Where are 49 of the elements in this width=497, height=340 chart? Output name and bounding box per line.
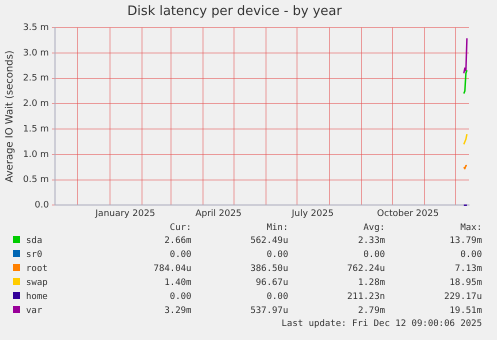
x-tick-label: October 2025: [377, 208, 439, 219]
text: Cur:: [168, 222, 192, 234]
y-tick-label: 1.5 m: [22, 124, 49, 134]
y-tick-label: 3.0 m: [22, 48, 49, 58]
legend-label: root: [25, 263, 49, 276]
text: 762.24u: [346, 263, 386, 276]
text: 0.00: [266, 249, 290, 262]
text: 3.29m: [163, 305, 192, 318]
text: 1.40m: [163, 277, 192, 290]
text: 2.33m: [356, 235, 386, 248]
text: 1.28m: [356, 277, 386, 290]
y-tick-label: 0.0: [34, 200, 50, 211]
legend-label: var: [25, 305, 44, 318]
text: 0.00: [168, 291, 192, 304]
y-tick-label: 1.0 m: [22, 150, 49, 160]
text: Avg:: [362, 222, 386, 234]
text: 0.00: [168, 249, 192, 262]
text: 2.66m: [163, 235, 192, 248]
y-tick-label: 2.5 m: [22, 74, 49, 84]
text: 229.17u: [443, 291, 483, 304]
text: 386.50u: [249, 263, 290, 276]
y-tick-label: 3.5 m: [22, 22, 49, 33]
text: 2.79m: [356, 305, 386, 318]
text: 7.13m: [454, 263, 483, 276]
text: 562.49u: [249, 235, 290, 248]
legend-label: sr0: [25, 249, 44, 262]
text: 96.67u: [254, 277, 290, 290]
text: Min:: [266, 222, 290, 234]
legend-label: home: [25, 291, 49, 304]
x-tick-label: January 2025: [94, 208, 156, 219]
text: 784.04u: [152, 263, 192, 276]
x-tick-label: July 2025: [290, 208, 334, 219]
text: 18.95m: [448, 277, 483, 290]
text: 19.51m: [448, 305, 483, 318]
y-axis-title: Average IO Wait (seconds): [4, 50, 16, 182]
y-tick-label: 2.0 m: [22, 99, 49, 110]
chart-title: Disk latency per device - by year: [127, 4, 342, 20]
y-tick-label: 0.5 m: [22, 175, 49, 186]
text: Last update: Fri Dec 12 09:00:06 2025: [280, 318, 483, 330]
x-tick-label: April 2025: [195, 208, 242, 219]
text: 0.00: [362, 249, 386, 262]
text: 13.79m: [448, 235, 483, 248]
text: 211.23n: [346, 291, 386, 304]
text: Max:: [459, 222, 483, 234]
text: 537.97u: [249, 305, 290, 318]
text: 0.00: [266, 291, 290, 304]
text: 0.00: [459, 249, 483, 262]
legend-label: swap: [25, 277, 49, 290]
legend-label: sda: [25, 235, 44, 248]
